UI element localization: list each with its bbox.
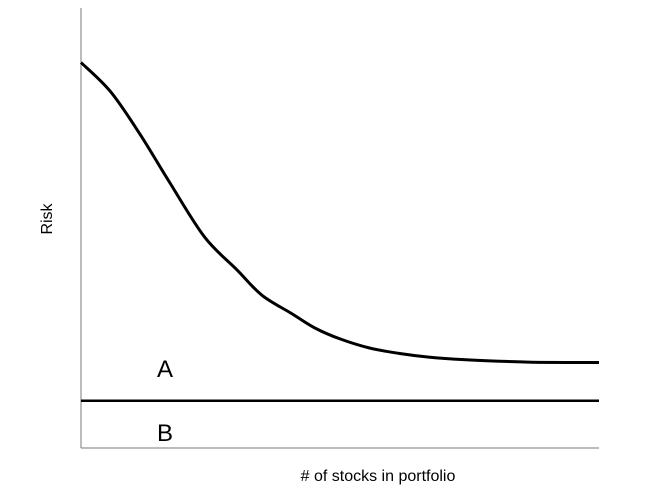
total-risk-curve: [79, 61, 600, 365]
y-axis-title: Risk: [39, 202, 56, 234]
region-label-a: A: [157, 356, 173, 383]
region-label-b: B: [157, 420, 173, 447]
x-axis-title: # of stocks in portfolio: [301, 468, 456, 485]
